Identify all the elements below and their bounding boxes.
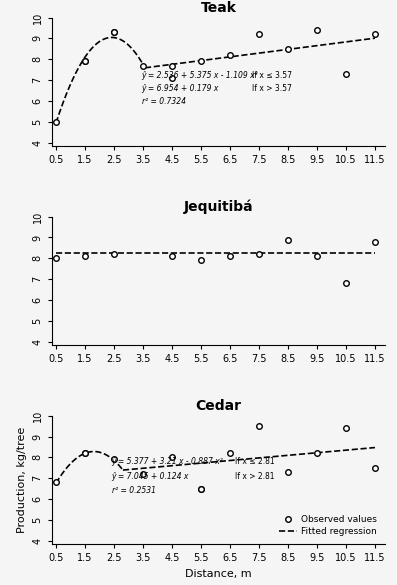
Text: r² = 0.2531: r² = 0.2531	[112, 486, 156, 495]
Text: If x > 3.57: If x > 3.57	[252, 84, 291, 93]
Title: Cedar: Cedar	[195, 399, 241, 413]
Text: r² = 0.7324: r² = 0.7324	[142, 97, 186, 105]
Title: Jequitibá: Jequitibá	[183, 199, 253, 214]
Text: ŷ = 2.536 + 5.375 x - 1.109 x²: ŷ = 2.536 + 5.375 x - 1.109 x²	[142, 71, 258, 80]
Text: ŷ = 7.045 + 0.124 x: ŷ = 7.045 + 0.124 x	[112, 472, 189, 480]
Title: Teak: Teak	[200, 1, 236, 15]
Legend: Observed values, Fitted regression: Observed values, Fitted regression	[275, 512, 381, 539]
Text: If x > 2.81: If x > 2.81	[235, 472, 274, 480]
Text: If x ≤ 3.57: If x ≤ 3.57	[252, 71, 292, 80]
Y-axis label: Production, kg/tree: Production, kg/tree	[17, 426, 27, 533]
Text: ŷ = 6.954 + 0.179 x: ŷ = 6.954 + 0.179 x	[142, 84, 219, 93]
Text: If x ≤ 2.81: If x ≤ 2.81	[235, 457, 275, 466]
Text: ŷ = 5.377 + 3.21 x - 0.887 x²: ŷ = 5.377 + 3.21 x - 0.887 x²	[112, 457, 224, 466]
X-axis label: Distance, m: Distance, m	[185, 569, 252, 579]
